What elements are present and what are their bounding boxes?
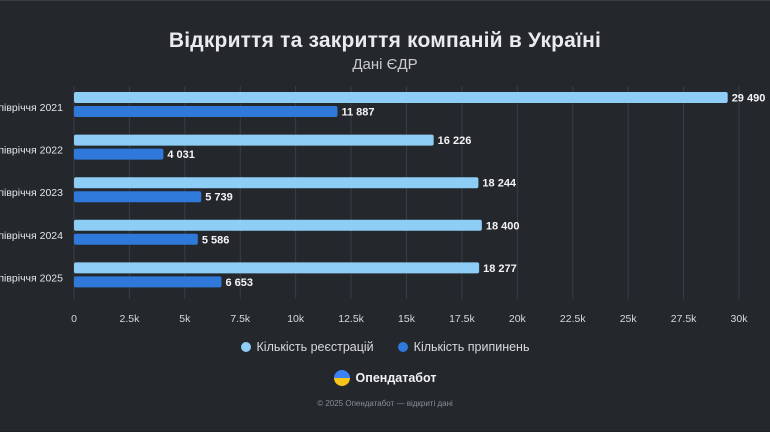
legend-item-registrations[interactable]: Кількість реєстрацій xyxy=(240,340,374,354)
data-label-terminations: 5 586 xyxy=(202,234,230,246)
x-tick-label: 2.5k xyxy=(119,313,140,325)
legend-label-terminations: Кількість припинень xyxy=(413,340,530,354)
bar-terminations xyxy=(74,191,202,203)
x-tick-label: 7.5k xyxy=(230,313,251,325)
data-label-registrations: 29 490 xyxy=(732,93,766,105)
category-label: І півріччя 2025 xyxy=(0,272,63,284)
x-tick-label: 20k xyxy=(509,313,527,325)
data-label-registrations: 18 277 xyxy=(483,263,517,275)
bar-registrations xyxy=(74,262,480,274)
category-label: І півріччя 2021 xyxy=(0,102,63,114)
x-tick-label: 0 xyxy=(71,313,77,325)
legend-label-registrations: Кількість реєстрацій xyxy=(256,340,374,354)
opendatabot-logo-icon xyxy=(333,370,350,386)
data-label-terminations: 11 887 xyxy=(341,107,374,119)
data-label-terminations: 4 031 xyxy=(167,149,195,161)
data-label-registrations: 18 244 xyxy=(482,178,517,190)
category-label: І півріччя 2024 xyxy=(0,230,63,242)
x-tick-label: 10k xyxy=(287,313,305,325)
brand-name: Опендатабот xyxy=(355,371,437,385)
bar-terminations xyxy=(74,148,164,160)
data-label-terminations: 5 739 xyxy=(205,192,233,204)
legend: Кількість реєстрацій Кількість припинень xyxy=(0,340,770,354)
data-label-registrations: 16 226 xyxy=(438,135,472,147)
bar-registrations xyxy=(74,134,434,146)
legend-item-terminations[interactable]: Кількість припинень xyxy=(397,340,530,354)
bar-registrations xyxy=(74,219,482,231)
x-tick-label: 12.5k xyxy=(338,313,364,325)
bar-terminations xyxy=(74,276,222,288)
data-label-registrations: 18 400 xyxy=(486,220,520,232)
bar-terminations xyxy=(74,233,198,245)
x-tick-label: 27.5k xyxy=(671,313,697,325)
chart-subtitle: Дані ЄДР xyxy=(352,56,418,73)
x-tick-label: 17.5k xyxy=(449,313,475,325)
legend-swatch-terminations xyxy=(397,342,408,352)
bar-registrations xyxy=(74,92,728,103)
brand: Опендатабот xyxy=(0,370,770,386)
x-tick-label: 25k xyxy=(620,313,638,325)
chart-title: Відкриття та закриття компаній в Україні xyxy=(168,29,602,52)
x-tick-label: 5k xyxy=(179,313,191,325)
legend-swatch-registrations xyxy=(240,342,251,352)
category-label: І півріччя 2023 xyxy=(0,187,63,199)
bar-terminations xyxy=(74,106,338,117)
x-tick-label: 15k xyxy=(398,313,416,325)
data-label-terminations: 6 653 xyxy=(225,277,253,289)
x-tick-label: 30k xyxy=(731,313,749,325)
category-label: І півріччя 2022 xyxy=(0,145,63,157)
copyright: © 2025 Опендатабот — відкриті дані xyxy=(317,399,453,408)
bar-registrations xyxy=(74,177,479,189)
x-tick-label: 22.5k xyxy=(560,313,586,325)
